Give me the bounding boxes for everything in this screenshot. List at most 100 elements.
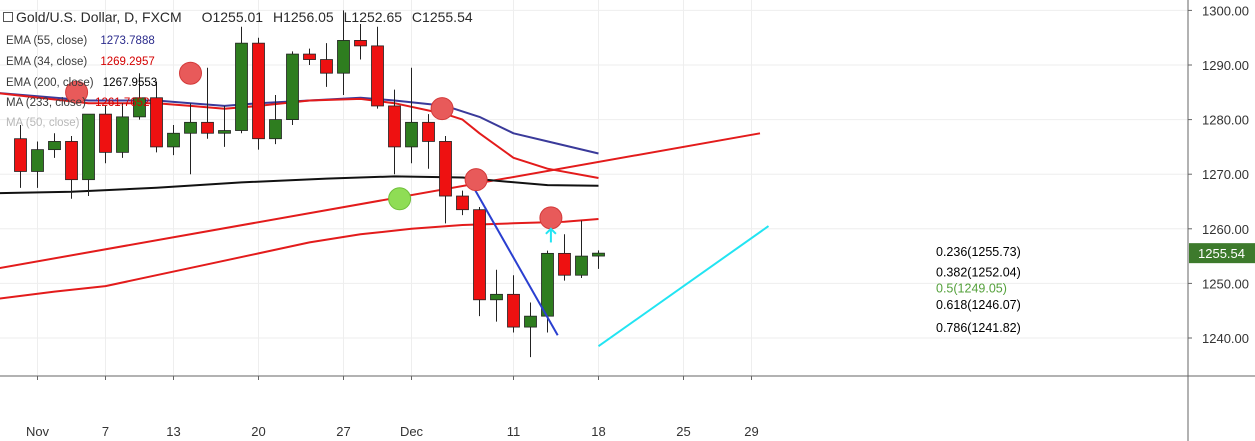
candle-body bbox=[456, 195, 469, 211]
ema34-line bbox=[0, 92, 599, 179]
candle bbox=[218, 105, 231, 147]
fib-down-line bbox=[466, 176, 559, 336]
candle bbox=[473, 206, 486, 317]
fib-level-label: 0.5(1249.05) bbox=[936, 282, 1007, 296]
candle-body bbox=[150, 97, 163, 148]
y-tick-label: 1260.00 bbox=[1202, 222, 1249, 237]
candle-body bbox=[388, 105, 401, 148]
trendline bbox=[0, 132, 761, 270]
candle-body bbox=[31, 149, 44, 172]
candle bbox=[82, 113, 95, 197]
candle-body bbox=[14, 138, 27, 172]
candle-body bbox=[235, 42, 248, 131]
candle bbox=[201, 67, 214, 139]
candle bbox=[303, 48, 316, 65]
x-tick-label: 29 bbox=[744, 424, 758, 439]
x-tick-label: 13 bbox=[166, 424, 180, 439]
candle-body bbox=[82, 113, 95, 181]
candle bbox=[405, 67, 418, 164]
candle-body bbox=[99, 113, 112, 153]
candle-body bbox=[201, 121, 214, 134]
candle bbox=[269, 95, 282, 145]
candle bbox=[184, 103, 197, 175]
red-circle-marker bbox=[430, 97, 454, 121]
fib-level-label: 0.236(1255.73) bbox=[936, 245, 1021, 259]
up-arrow-head bbox=[545, 227, 557, 235]
x-tick-label: Dec bbox=[400, 424, 424, 439]
y-tick-label: 1300.00 bbox=[1202, 3, 1249, 18]
candle bbox=[575, 220, 588, 278]
candle-body bbox=[473, 209, 486, 301]
candle-body bbox=[252, 42, 265, 140]
candle bbox=[286, 51, 299, 126]
ma233-line bbox=[0, 218, 599, 300]
candle bbox=[371, 26, 384, 109]
x-tick-label: 11 bbox=[507, 424, 521, 439]
green-circle-marker bbox=[388, 187, 412, 211]
grid bbox=[0, 0, 1188, 376]
candle-body bbox=[490, 293, 503, 301]
candle-body bbox=[337, 40, 350, 74]
candle bbox=[320, 43, 333, 87]
candle bbox=[337, 10, 350, 96]
candle bbox=[388, 89, 401, 175]
candle bbox=[116, 103, 129, 158]
candle-body bbox=[405, 121, 418, 148]
last-price-tag bbox=[1189, 243, 1255, 264]
fib-level-label: 0.382(1252.04) bbox=[936, 265, 1021, 279]
candle-body bbox=[48, 141, 61, 151]
y-tick-label: 1240.00 bbox=[1202, 331, 1249, 346]
candle-body bbox=[439, 141, 452, 197]
candle-body bbox=[218, 130, 231, 134]
x-tick-label: 18 bbox=[591, 424, 605, 439]
candle bbox=[235, 26, 248, 134]
candle bbox=[65, 135, 78, 199]
red-circle-marker bbox=[464, 168, 488, 192]
candle bbox=[507, 275, 520, 333]
y-tick-label: 1290.00 bbox=[1202, 58, 1249, 73]
last-price-label: 1255.54 bbox=[1198, 246, 1245, 261]
red-circle-marker bbox=[65, 80, 89, 104]
candle-body bbox=[269, 119, 282, 140]
red-circle-marker bbox=[539, 206, 563, 230]
candle bbox=[541, 250, 554, 333]
candle bbox=[31, 141, 44, 188]
candle bbox=[167, 125, 180, 156]
candle bbox=[592, 250, 605, 269]
x-tick-label: 27 bbox=[336, 424, 350, 439]
candle-body bbox=[65, 141, 78, 181]
candle-body bbox=[422, 121, 435, 142]
candle-body bbox=[541, 252, 554, 317]
plot-area: 0.236(1255.73) 0.382(1252.04) 0.5(1249.05)… bbox=[0, 10, 1021, 358]
x-tick-label: Nov bbox=[26, 424, 50, 439]
candle-body bbox=[167, 132, 180, 148]
candle bbox=[354, 24, 367, 60]
candle-body bbox=[371, 45, 384, 107]
candle bbox=[558, 234, 571, 281]
candle bbox=[133, 73, 146, 120]
candle-body bbox=[575, 255, 588, 276]
candle-body bbox=[507, 293, 520, 328]
y-tick-label: 1270.00 bbox=[1202, 167, 1249, 182]
red-circle-marker bbox=[179, 61, 202, 85]
fib-level-label: 0.618(1246.07) bbox=[936, 298, 1021, 312]
candle-body bbox=[354, 40, 367, 47]
candle-body bbox=[592, 252, 605, 257]
x-tick-label: 7 bbox=[102, 424, 109, 439]
candle-body bbox=[116, 116, 129, 153]
fib-up-line bbox=[597, 225, 770, 348]
ema200-line bbox=[0, 175, 599, 195]
candle bbox=[422, 114, 435, 169]
candle bbox=[150, 81, 163, 153]
candle-body bbox=[320, 59, 333, 74]
y-tick-label: 1280.00 bbox=[1202, 113, 1249, 128]
fib-level-label: 0.786(1241.82) bbox=[936, 321, 1021, 335]
candle-body bbox=[286, 53, 299, 120]
candle bbox=[48, 133, 61, 158]
candle-body bbox=[133, 97, 146, 118]
candle bbox=[252, 37, 265, 150]
candle bbox=[99, 105, 112, 164]
candle bbox=[14, 125, 27, 188]
